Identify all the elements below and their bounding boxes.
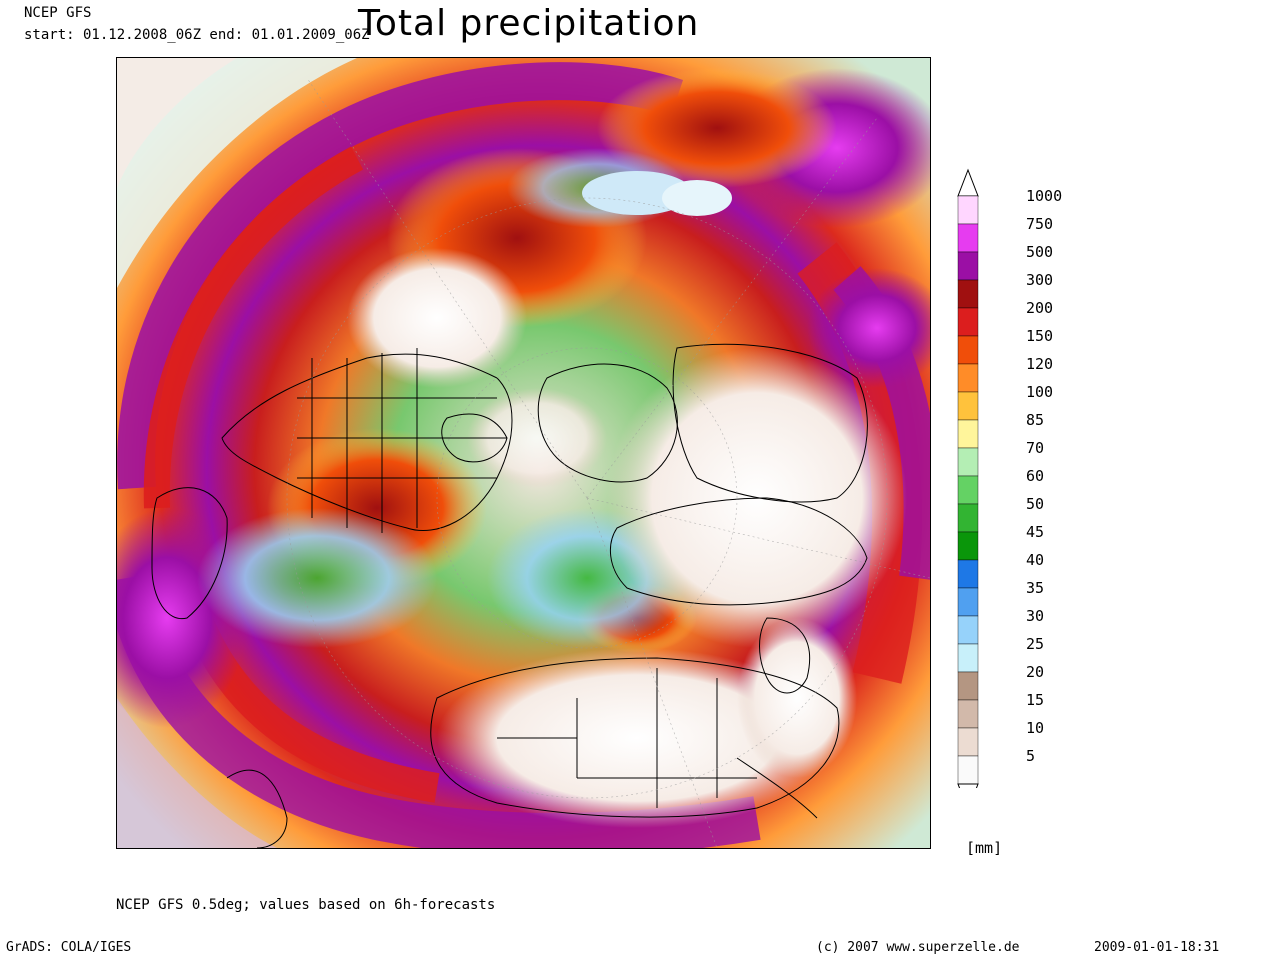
legend-label: 1000 <box>1026 187 1063 205</box>
legend-label: 10 <box>1026 719 1045 737</box>
legend-label: 150 <box>1026 327 1054 345</box>
legend-label: 15 <box>1026 691 1045 709</box>
legend-swatch <box>957 643 979 673</box>
legend-label: 200 <box>1026 299 1054 317</box>
legend-swatch <box>957 671 979 701</box>
grads-credit: GrADS: COLA/IGES <box>6 940 132 955</box>
legend-unit: [mm] <box>966 839 1003 857</box>
legend-swatch <box>957 699 979 729</box>
legend-swatch <box>957 615 979 645</box>
legend-swatch <box>957 503 979 533</box>
legend-label: 300 <box>1026 271 1054 289</box>
legend-label: 35 <box>1026 579 1045 597</box>
legend-swatch <box>957 559 979 589</box>
legend-swatch <box>957 195 979 225</box>
legend-swatch <box>957 363 979 393</box>
legend-label: 25 <box>1026 635 1045 653</box>
legend-label: 60 <box>1026 467 1045 485</box>
legend-label: 70 <box>1026 439 1045 457</box>
precipitation-map <box>116 57 931 849</box>
legend-swatch <box>957 727 979 757</box>
legend-label: 85 <box>1026 411 1045 429</box>
forecast-period: start: 01.12.2008_06Z end: 01.01.2009_06… <box>24 27 370 43</box>
legend-label: 30 <box>1026 607 1045 625</box>
legend-swatch <box>957 447 979 477</box>
legend-label: 50 <box>1026 495 1045 513</box>
legend-swatch <box>957 279 979 309</box>
legend-swatch <box>957 391 979 421</box>
legend-bottom-arrow <box>957 783 979 788</box>
legend-swatch <box>957 475 979 505</box>
legend-swatch <box>957 307 979 337</box>
legend-swatch <box>957 587 979 617</box>
legend-swatch <box>957 335 979 365</box>
legend-label: 500 <box>1026 243 1054 261</box>
legend-label: 100 <box>1026 383 1054 401</box>
legend-label: 5 <box>1026 747 1036 765</box>
legend-swatch <box>957 755 979 785</box>
render-timestamp: 2009-01-01-18:31 <box>1094 940 1220 955</box>
model-name: NCEP GFS <box>24 5 92 21</box>
map-title: Total precipitation <box>358 3 700 44</box>
legend-label: 20 <box>1026 663 1045 681</box>
copyright-notice: (c) 2007 www.superzelle.de <box>816 940 1020 955</box>
color-scale-legend <box>957 168 979 788</box>
legend-label: 40 <box>1026 551 1045 569</box>
legend-label: 750 <box>1026 215 1054 233</box>
legend-label: 45 <box>1026 523 1045 541</box>
legend-swatch <box>957 531 979 561</box>
legend-swatch <box>957 223 979 253</box>
legend-label: 120 <box>1026 355 1054 373</box>
legend-top-arrow <box>957 168 979 197</box>
legend-swatch <box>957 251 979 281</box>
data-source-note: NCEP GFS 0.5deg; values based on 6h-fore… <box>116 897 496 913</box>
legend-swatch <box>957 419 979 449</box>
